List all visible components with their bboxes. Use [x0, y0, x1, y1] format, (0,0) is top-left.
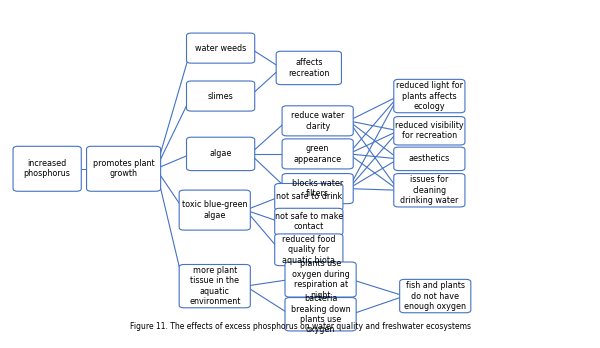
Text: reduced food
quality for
aquatic biota: reduced food quality for aquatic biota	[282, 235, 335, 265]
Text: water weeds: water weeds	[195, 44, 246, 53]
Text: toxic blue-green
algae: toxic blue-green algae	[182, 200, 247, 220]
FancyBboxPatch shape	[187, 33, 255, 63]
Text: reduced visibility
for recreation: reduced visibility for recreation	[395, 121, 464, 141]
Text: more plant
tissue in the
aquatic
environment: more plant tissue in the aquatic environ…	[189, 266, 241, 306]
FancyBboxPatch shape	[394, 117, 465, 145]
FancyBboxPatch shape	[275, 208, 343, 235]
FancyBboxPatch shape	[394, 79, 465, 113]
FancyBboxPatch shape	[394, 174, 465, 207]
FancyBboxPatch shape	[285, 262, 356, 297]
Text: increased
phosphorus: increased phosphorus	[24, 159, 71, 179]
Text: reduced light for
plants affects
ecology: reduced light for plants affects ecology	[396, 81, 463, 111]
FancyBboxPatch shape	[179, 264, 250, 308]
Text: slimes: slimes	[208, 92, 233, 101]
FancyBboxPatch shape	[86, 146, 161, 191]
FancyBboxPatch shape	[13, 146, 81, 191]
FancyBboxPatch shape	[285, 298, 356, 331]
Text: Figure 11. The effects of excess phosphorus on water quality and freshwater ecos: Figure 11. The effects of excess phospho…	[130, 322, 470, 331]
Text: algae: algae	[209, 149, 232, 158]
Text: green
appearance: green appearance	[293, 144, 342, 164]
FancyBboxPatch shape	[187, 137, 255, 171]
Text: not safe to make
contact: not safe to make contact	[275, 212, 343, 231]
FancyBboxPatch shape	[275, 234, 343, 266]
FancyBboxPatch shape	[282, 174, 353, 204]
FancyBboxPatch shape	[187, 81, 255, 111]
Text: reduce water
clarity: reduce water clarity	[291, 111, 344, 130]
Text: issues for
cleaning
drinking water: issues for cleaning drinking water	[400, 175, 458, 205]
Text: plants use
oxygen during
respiration at
night: plants use oxygen during respiration at …	[292, 259, 349, 300]
FancyBboxPatch shape	[276, 51, 341, 85]
FancyBboxPatch shape	[179, 190, 250, 230]
Text: bacteria
breaking down
plants use
oxygen: bacteria breaking down plants use oxygen	[291, 294, 350, 334]
Text: affects
recreation: affects recreation	[288, 58, 329, 78]
FancyBboxPatch shape	[400, 279, 471, 313]
Text: blocks water
filters: blocks water filters	[292, 179, 343, 198]
FancyBboxPatch shape	[275, 183, 343, 210]
FancyBboxPatch shape	[282, 106, 353, 136]
Text: not safe to drink: not safe to drink	[275, 192, 342, 201]
Text: aesthetics: aesthetics	[409, 155, 450, 163]
FancyBboxPatch shape	[394, 147, 465, 171]
Text: fish and plants
do not have
enough oxygen: fish and plants do not have enough oxyge…	[404, 281, 466, 311]
FancyBboxPatch shape	[282, 139, 353, 169]
Text: promotes plant
growth: promotes plant growth	[93, 159, 154, 179]
